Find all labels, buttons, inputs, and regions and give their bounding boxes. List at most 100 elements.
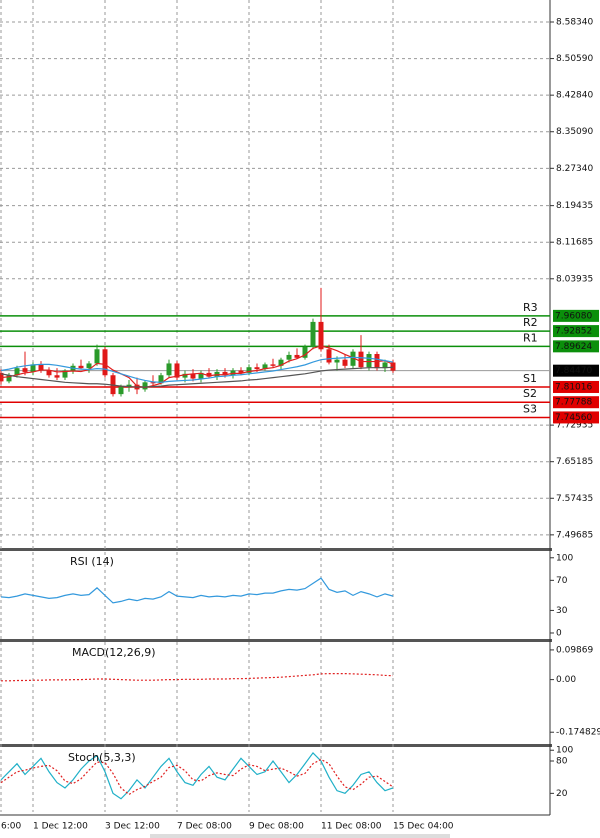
pivot-name: R3 xyxy=(523,301,538,314)
candle-body xyxy=(270,364,276,366)
candle-body xyxy=(222,371,228,376)
panel-divider xyxy=(0,639,552,642)
candle-body xyxy=(174,363,180,378)
candle-body xyxy=(126,384,132,388)
candle-body xyxy=(206,372,212,377)
candle-body xyxy=(254,367,260,370)
candle-body xyxy=(262,364,268,370)
candle-body xyxy=(6,375,12,382)
pivot-name: R1 xyxy=(523,331,538,344)
pivot-value: 7.81016 xyxy=(555,382,592,392)
y-tick-label: 7.57435 xyxy=(556,494,593,504)
candle-body xyxy=(286,354,292,360)
candle-body xyxy=(342,359,348,366)
candle-body xyxy=(182,373,188,378)
candle-body xyxy=(310,321,316,347)
candle-body xyxy=(366,354,372,368)
indicator-title: MACD(12,26,9) xyxy=(72,646,156,659)
y-tick-label: 8.11685 xyxy=(556,238,593,248)
candle-body xyxy=(334,359,340,363)
y-tick-label: 0.09869 xyxy=(556,645,593,655)
candle-body xyxy=(150,382,156,384)
indicator-line xyxy=(0,752,394,800)
pivot-value: 7.89624 xyxy=(555,342,592,352)
y-tick-label: 7.49685 xyxy=(556,530,593,540)
candle-body xyxy=(198,372,204,379)
candle-body xyxy=(358,351,364,368)
pivot-value: 7.96080 xyxy=(555,311,592,321)
pivot-box xyxy=(553,411,599,424)
candle-body xyxy=(118,387,124,395)
indicator-line xyxy=(1,672,394,682)
x-tick-label: 7 Dec 08:00 xyxy=(177,822,232,832)
indicator-line xyxy=(0,366,394,388)
x-tick-label: 3 Dec 12:00 xyxy=(105,822,160,832)
last-price-label: 7.84470 xyxy=(555,366,592,376)
y-tick-label: 30 xyxy=(556,606,568,616)
candle-body xyxy=(142,382,148,390)
candle-body xyxy=(46,370,52,376)
y-tick-label: 70 xyxy=(556,576,568,586)
pivot-name: S2 xyxy=(523,387,537,400)
pivot-value: 7.77788 xyxy=(555,398,592,408)
candle-body xyxy=(54,375,60,378)
indicator-line xyxy=(0,356,394,383)
pivot-value: 7.74560 xyxy=(555,413,592,423)
y-tick-label: 20 xyxy=(556,789,568,799)
indicator-title: Stoch(5,3,3) xyxy=(68,751,136,764)
pivot-value: 7.92852 xyxy=(555,327,592,337)
last-price-box xyxy=(553,364,599,377)
candle-body xyxy=(190,373,196,379)
y-tick-label: 0.00 xyxy=(556,675,576,685)
x-tick-label: 1 Dec 12:00 xyxy=(33,822,88,832)
candle-body xyxy=(14,368,20,376)
candle-body xyxy=(86,363,92,369)
y-tick-label: 8.27340 xyxy=(556,164,593,174)
y-tick-label: -0.174829 xyxy=(556,728,600,738)
candle-body xyxy=(62,370,68,378)
x-tick-label: 9 Dec 08:00 xyxy=(249,822,304,832)
candle-body xyxy=(94,349,100,364)
candle-body xyxy=(246,367,252,373)
y-tick-label: 7.65185 xyxy=(556,457,593,467)
candle-body xyxy=(78,365,84,369)
candle-body xyxy=(382,362,388,369)
y-tick-label: 7.72935 xyxy=(556,421,593,431)
candle-body xyxy=(238,370,244,373)
indicator-title: RSI (14) xyxy=(70,555,114,568)
pivot-box xyxy=(553,340,599,353)
candle-body xyxy=(278,359,284,366)
y-tick-label: 8.42840 xyxy=(556,91,593,101)
x-tick-label: 6:00 xyxy=(1,822,21,832)
panel-divider xyxy=(0,744,552,747)
y-tick-label: 100 xyxy=(556,746,573,756)
pivot-box xyxy=(553,325,599,338)
pivot-name: R2 xyxy=(523,316,538,329)
pivot-name: S3 xyxy=(523,402,537,415)
candle-body xyxy=(38,364,44,371)
pivot-name: S1 xyxy=(523,372,537,385)
candle-body xyxy=(390,362,396,371)
candle-body xyxy=(166,363,172,376)
y-tick-label: 8.19435 xyxy=(556,201,593,211)
scrollbar[interactable] xyxy=(150,834,450,838)
y-tick-label: 100 xyxy=(556,553,573,563)
y-tick-label: 8.03935 xyxy=(556,274,593,284)
candle-body xyxy=(326,349,332,363)
candle-body xyxy=(350,351,356,366)
candle-body xyxy=(102,349,108,376)
indicator-line xyxy=(0,345,394,389)
y-tick-label: 0 xyxy=(556,628,562,638)
candle-body xyxy=(158,375,164,384)
candle-body xyxy=(294,354,300,358)
indicator-line xyxy=(0,758,394,796)
y-tick-label: 8.35090 xyxy=(556,127,593,137)
y-tick-label: 8.58340 xyxy=(556,17,593,27)
y-tick-label: 8.50590 xyxy=(556,54,593,64)
pivot-box xyxy=(553,380,599,393)
candle-body xyxy=(30,364,36,372)
panel-divider xyxy=(0,548,552,551)
candle-body xyxy=(318,321,324,350)
